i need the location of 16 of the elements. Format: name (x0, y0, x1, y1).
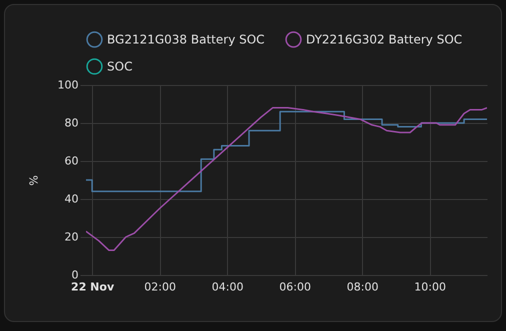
x-tick-label: 06:00 (279, 280, 311, 294)
legend-label: DY2216G302 Battery SOC (306, 32, 462, 47)
y-tick-label: 100 (58, 78, 78, 92)
y-axis-title: % (28, 175, 41, 186)
x-tick-label: 22 Nov (71, 280, 115, 294)
x-tick-label: 08:00 (346, 280, 378, 294)
x-tick-label: 02:00 (144, 280, 176, 294)
y-tick-label: 40 (64, 192, 78, 206)
y-tick-label: 20 (64, 230, 78, 244)
x-tick-label: 10:00 (414, 280, 446, 294)
x-tick-label: 04:00 (212, 280, 244, 294)
legend-label: SOC (107, 60, 132, 74)
y-tick-label: 60 (64, 154, 78, 168)
legend-label: BG2121G038 Battery SOC (107, 32, 265, 47)
y-tick-label: 80 (64, 116, 78, 130)
y-tick-label: 0 (72, 268, 78, 282)
